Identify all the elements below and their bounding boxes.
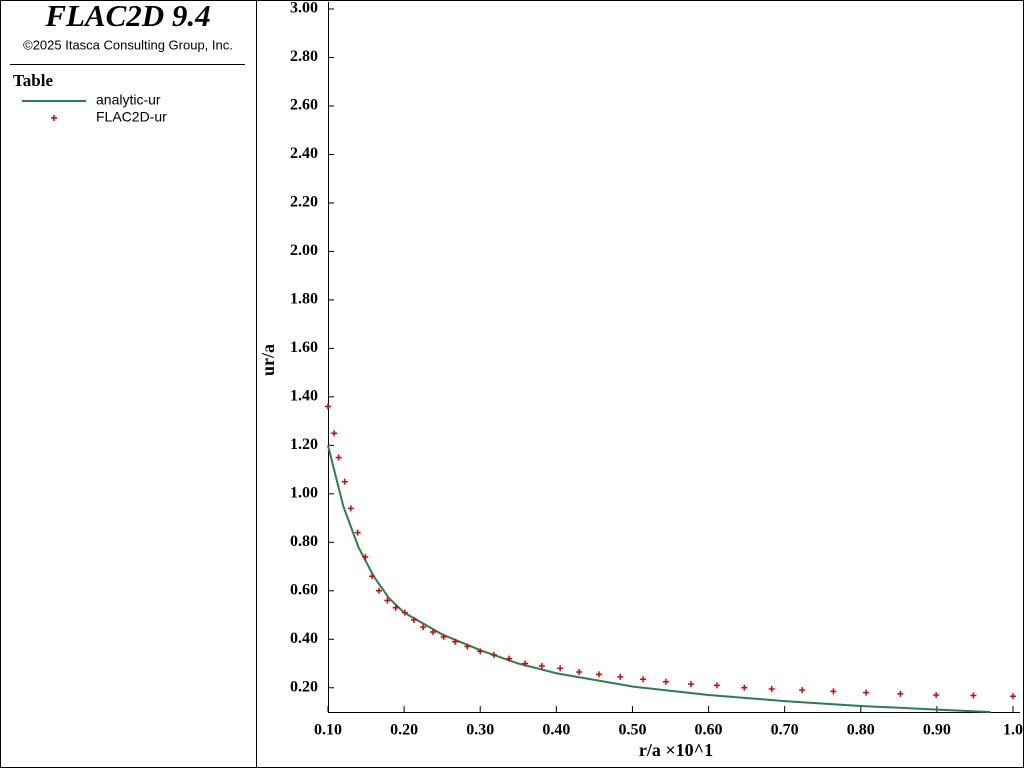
data-point — [347, 505, 354, 512]
data-point — [538, 662, 545, 669]
data-point — [440, 633, 447, 640]
data-point — [477, 648, 484, 655]
copyright: ©2025 Itasca Consulting Group, Inc. — [23, 37, 233, 52]
data-point — [617, 673, 624, 680]
chart-title: FLAC2D 9.4 — [44, 0, 210, 33]
data-point — [335, 454, 342, 461]
data-point — [640, 676, 647, 683]
data-point — [354, 529, 361, 536]
data-point — [392, 604, 399, 611]
x-axis-label: r/a ×10^1 — [639, 740, 713, 760]
x-tick-label: 0.20 — [390, 722, 418, 739]
y-tick-label: 1.20 — [290, 436, 318, 453]
y-tick-label: 0.20 — [290, 678, 318, 695]
data-point — [430, 629, 437, 636]
data-point — [576, 669, 583, 676]
y-axis-label: ur/a — [258, 344, 278, 376]
data-point — [1010, 693, 1016, 700]
y-tick-label: 3.00 — [290, 0, 318, 17]
y-tick-label: 1.60 — [290, 339, 318, 356]
y-tick-label: 0.60 — [290, 581, 318, 598]
x-tick-label: 0.30 — [466, 722, 494, 739]
series-line — [327, 445, 991, 713]
data-point — [863, 689, 870, 696]
data-point — [331, 430, 338, 437]
data-point — [970, 692, 977, 699]
legend-label: analytic-ur — [96, 92, 161, 108]
x-tick-label: 0.50 — [618, 722, 646, 739]
data-point — [375, 587, 382, 594]
data-point — [420, 624, 427, 631]
data-point — [662, 678, 669, 685]
data-point — [799, 687, 806, 694]
x-tick-label: 1.0 — [1003, 722, 1023, 739]
y-tick-label: 0.80 — [290, 533, 318, 550]
data-point — [325, 403, 331, 410]
y-tick-label: 2.00 — [290, 242, 318, 259]
data-point — [362, 553, 369, 560]
data-point — [490, 652, 497, 659]
y-tick-label: 2.80 — [290, 48, 318, 65]
data-point — [369, 573, 376, 580]
data-point — [384, 597, 391, 604]
y-tick-label: 1.00 — [290, 484, 318, 501]
data-point — [506, 655, 513, 662]
data-point — [401, 609, 408, 616]
x-tick-label: 0.10 — [314, 722, 342, 739]
data-point — [688, 681, 695, 688]
legend-label: FLAC2D-ur — [96, 109, 167, 125]
data-point — [741, 684, 748, 691]
data-point — [933, 692, 940, 699]
data-point — [341, 478, 348, 485]
data-point — [464, 643, 471, 650]
y-tick-label: 1.40 — [290, 388, 318, 405]
legend-title: Table — [13, 71, 53, 90]
data-point — [768, 685, 775, 692]
data-point — [522, 660, 529, 667]
data-point — [595, 671, 602, 678]
y-tick-label: 2.40 — [290, 145, 318, 162]
x-tick-label: 0.60 — [695, 722, 723, 739]
y-tick-label: 0.40 — [290, 630, 318, 647]
data-point — [452, 638, 459, 645]
data-point — [830, 688, 837, 695]
y-tick-label: 2.60 — [290, 97, 318, 114]
y-tick-label: 1.80 — [290, 291, 318, 308]
data-point — [897, 690, 904, 697]
data-point — [557, 665, 564, 672]
x-tick-label: 0.40 — [542, 722, 570, 739]
x-tick-label: 0.90 — [923, 722, 951, 739]
x-tick-label: 0.80 — [847, 722, 875, 739]
x-tick-label: 0.70 — [771, 722, 799, 739]
legend-swatch — [51, 115, 57, 121]
y-tick-label: 2.20 — [290, 194, 318, 211]
data-point — [713, 682, 720, 689]
data-point — [411, 616, 418, 623]
